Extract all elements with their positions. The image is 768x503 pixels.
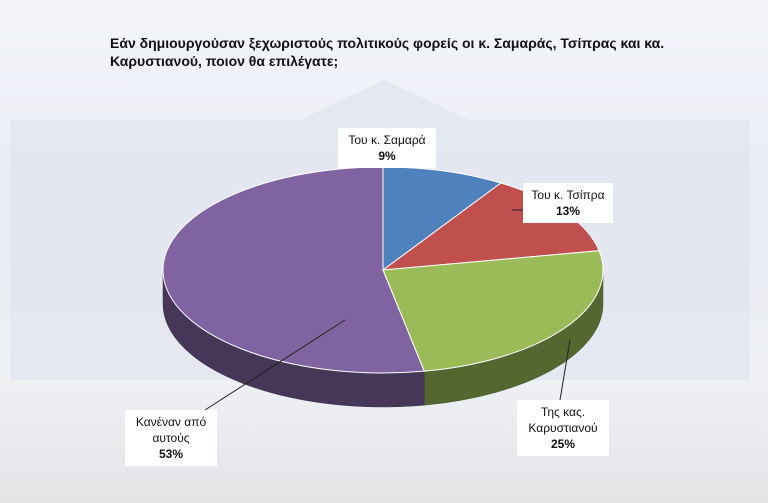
chart-title: Εάν δημιουργούσαν ξεχωριστούς πολιτικούς… [110,35,665,69]
leader-line [204,319,346,411]
category-label: Της κας. Καρυστιανού [528,405,598,435]
value-label: 9% [378,149,396,163]
data-label: Του κ. Σαμαρά 9% [338,128,436,168]
leader-line [559,339,571,401]
slice [382,250,604,372]
slice [162,166,425,374]
data-label: Κανέναν από αυτούς 53% [125,410,217,466]
category-label: Κανέναν από αυτούς [135,415,207,445]
data-label: Του κ. Τσίπρα 13% [523,183,613,223]
value-label: 53% [158,447,184,461]
category-label: Του κ. Τσίπρα [531,188,605,202]
data-label: Της κας. Καρυστιανού 25% [517,400,609,456]
value-label: 13% [555,204,581,218]
category-label: Του κ. Σαμαρά [348,133,426,147]
value-label: 25% [550,437,576,451]
